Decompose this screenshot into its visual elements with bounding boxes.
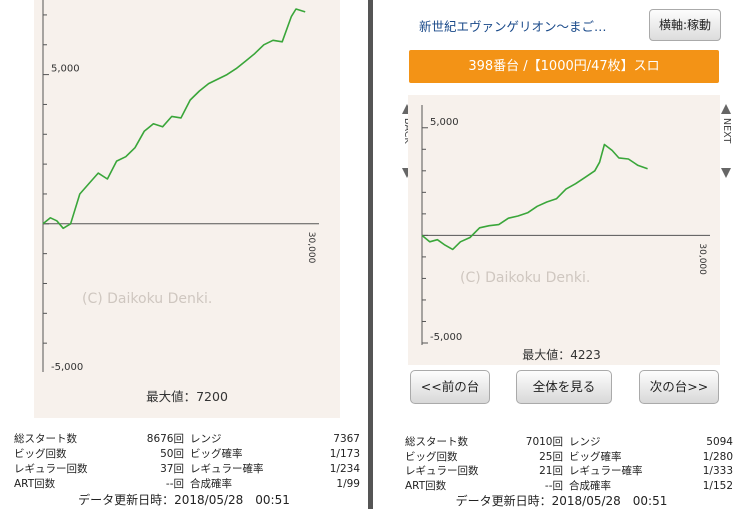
stats-value: --回 [544, 479, 563, 492]
stats-label: ART回数 [405, 479, 447, 492]
machine-title[interactable]: 新世紀エヴァンゲリオン〜まご… [419, 19, 607, 34]
right-max-value: 最大値：4223 [522, 348, 601, 362]
stats-label-2: レギュラー確率 [569, 465, 643, 477]
stats-label-2: レギュラー確率 [190, 463, 264, 475]
stats-label: ビッグ回数 [14, 448, 67, 460]
prev-machine-button[interactable]: <<前の台 [410, 370, 490, 404]
stats-label-2: 合成確率 [569, 479, 611, 492]
next-up-arrow-icon[interactable] [721, 104, 731, 114]
right-y-tick-label: -5,000 [430, 332, 462, 343]
next-machine-button[interactable]: 次の台>> [639, 370, 719, 404]
stats-label: レギュラー回数 [14, 463, 88, 475]
stats-label: 総スタート数 [405, 436, 468, 448]
left-stats-table: 総スタート数 8676回 レンジ 7367 ビッグ回数 50回 ビッグ確率 1/173 レギュラ… [14, 432, 360, 492]
right-watermark: (C) Daikoku Denki. [460, 270, 590, 286]
stats-row: ビッグ回数 25回 ビッグ確率 1/280 [405, 450, 733, 465]
right-series-line [421, 143, 648, 251]
left-y-tick-label: 5,000 [51, 64, 80, 75]
back-down-arrow-icon[interactable] [402, 168, 412, 178]
stats-value-2: 1/152 [702, 479, 733, 492]
stats-row: 総スタート数 7010回 レンジ 5094 [405, 435, 733, 450]
stats-label: 総スタート数 [14, 433, 77, 445]
stats-value-2: 5094 [706, 436, 733, 448]
stats-value-2: 1/173 [329, 448, 360, 460]
right-slump-graph: 5,000 -5,000 30,000 (C) Daikoku Denki. [408, 95, 720, 365]
right-y-tick-label: 5,000 [430, 117, 459, 128]
next-down-arrow-icon[interactable] [721, 168, 731, 178]
stats-value-2: 1/234 [329, 463, 360, 475]
next-nav[interactable]: NEXT [720, 104, 732, 184]
left-x-tick-label: 30,000 [306, 232, 316, 264]
stats-value-2: 1/99 [336, 478, 360, 490]
stats-value: 7010回 [525, 436, 563, 448]
right-graph-svg: 5,000 -5,000 30,000 (C) Daikoku Denki. [421, 105, 710, 345]
left-watermark: (C) Daikoku Denki. [82, 291, 212, 307]
stats-value-2: 1/280 [702, 450, 733, 463]
right-panel: 新世紀エヴァンゲリオン〜まご… 横軸:稼動 398番台 /【1000円/47枚】… [373, 0, 750, 509]
back-label[interactable]: BACK [401, 118, 413, 164]
right-update-time: データ更新日時：2018/05/28 00:51 [455, 494, 668, 508]
view-all-button[interactable]: 全体を見る [516, 370, 612, 404]
left-y-tick-label: -5,000 [51, 362, 83, 373]
back-nav[interactable]: BACK [401, 104, 413, 184]
stats-value-2: 7367 [333, 433, 360, 445]
stats-row: ART回数 --回 合成確率 1/152 [405, 479, 733, 494]
left-series-line [42, 8, 306, 230]
stats-value: 8676回 [146, 433, 184, 445]
stats-label-2: レンジ [190, 433, 222, 445]
stats-value: 50回 [160, 448, 184, 460]
panel-divider [368, 0, 373, 509]
stats-row: レギュラー回数 37回 レギュラー確率 1/234 [14, 462, 360, 477]
stats-value: 25回 [539, 450, 563, 463]
stats-label: レギュラー回数 [405, 465, 479, 477]
stats-label-2: ビッグ確率 [190, 448, 243, 460]
right-x-tick-label: 30,000 [697, 243, 707, 275]
left-graph-svg: 5,000 -5,000 30,000 (C) Daikoku Denki. [42, 0, 319, 373]
stats-label-2: レンジ [569, 436, 601, 448]
stats-value: 21回 [539, 465, 563, 477]
stats-label: ビッグ回数 [405, 450, 458, 463]
left-panel: 5,000 -5,000 30,000 (C) Daikoku Denki. 最大値：… [0, 0, 368, 509]
stats-value: 37回 [160, 463, 184, 475]
stats-value: --回 [165, 478, 184, 490]
stats-row: レギュラー回数 21回 レギュラー確率 1/333 [405, 464, 733, 479]
left-max-value: 最大値：7200 [146, 389, 228, 404]
stats-label-2: ビッグ確率 [569, 450, 622, 463]
back-up-arrow-icon[interactable] [402, 104, 412, 114]
stats-row: ビッグ回数 50回 ビッグ確率 1/173 [14, 447, 360, 462]
machine-info-bar: 398番台 /【1000円/47枚】スロ [409, 50, 719, 83]
left-slump-graph: 5,000 -5,000 30,000 (C) Daikoku Denki. 最大値：… [34, 0, 340, 418]
axis-toggle-button[interactable]: 横軸:稼動 [649, 9, 721, 41]
stats-row: ART回数 --回 合成確率 1/99 [14, 477, 360, 492]
stats-value-2: 1/333 [702, 465, 733, 477]
stats-row: 総スタート数 8676回 レンジ 7367 [14, 432, 360, 447]
next-label[interactable]: NEXT [721, 118, 732, 144]
stats-label-2: 合成確率 [190, 478, 232, 490]
stats-label: ART回数 [14, 478, 56, 490]
right-stats-table: 総スタート数 7010回 レンジ 5094 ビッグ回数 25回 ビッグ確率 1/280 レギュラ… [405, 435, 733, 493]
left-update-time: データ更新日時：2018/05/28 00:51 [78, 493, 290, 507]
